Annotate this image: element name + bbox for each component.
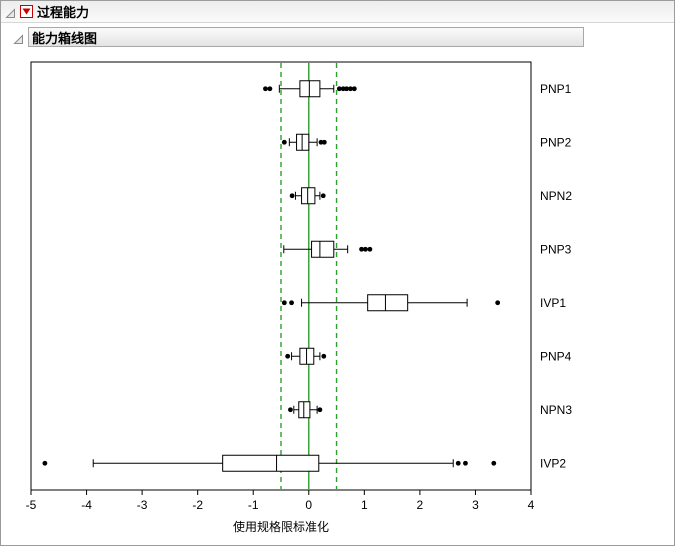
x-axis-title: 使用规格限标准化	[233, 519, 329, 534]
outlier-point[interactable]	[281, 139, 287, 145]
outlier-point[interactable]	[351, 86, 357, 92]
row-label-IVP1: IVP1	[540, 296, 566, 310]
outlier-point[interactable]	[495, 300, 501, 306]
disclosure-triangle-open-icon[interactable]	[13, 32, 24, 44]
outlier-point[interactable]	[289, 193, 295, 199]
x-tick-label: 3	[472, 498, 479, 512]
boxplot-PNP3[interactable]	[283, 240, 373, 258]
row-label-PNP2: PNP2	[540, 135, 572, 149]
outlier-point[interactable]	[340, 86, 346, 92]
outlier-point[interactable]	[367, 246, 373, 252]
x-tick-label: -4	[81, 498, 92, 512]
x-tick-label: -2	[192, 498, 203, 512]
outlier-point[interactable]	[318, 139, 324, 145]
x-tick-label: 0	[305, 498, 312, 512]
boxplot-IVP2[interactable]	[42, 454, 497, 472]
outlier-point[interactable]	[491, 460, 497, 466]
outlier-point[interactable]	[455, 460, 461, 466]
iqr-box[interactable]	[299, 80, 321, 98]
boxplot-svg: PNP1 PNP2 NPN2 PNP3 IVP1 PNP4 NPN3 IVP2 -5 -4 -3 -2…	[26, 61, 572, 534]
outlier-point[interactable]	[336, 86, 342, 92]
x-tick-label: 4	[528, 498, 535, 512]
boxplot-PNP4[interactable]	[285, 347, 327, 365]
row-label-PNP1: PNP1	[540, 82, 572, 96]
row-label-PNP3: PNP3	[540, 242, 572, 256]
x-tick-label: 1	[361, 498, 368, 512]
outlier-point[interactable]	[42, 460, 48, 466]
outlier-point[interactable]	[344, 86, 349, 92]
section-title-process-capability[interactable]: 过程能力	[37, 5, 90, 20]
outlier-point[interactable]	[463, 460, 468, 466]
row-label-NPN3: NPN3	[540, 403, 572, 417]
outline-header-capability-boxplot: 能力箱线图	[1, 26, 674, 48]
disclosure-triangle-open-icon[interactable]	[5, 6, 16, 18]
outline-header-process-capability: 过程能力	[1, 1, 674, 23]
outlier-point[interactable]	[281, 300, 287, 306]
x-tick-label: -3	[137, 498, 148, 512]
outlier-point[interactable]	[263, 86, 268, 92]
row-label-NPN2: NPN2	[540, 189, 572, 203]
boxplot-NPN3[interactable]	[288, 401, 323, 419]
iqr-box[interactable]	[367, 294, 409, 312]
outlier-point[interactable]	[363, 246, 368, 252]
outlier-point[interactable]	[348, 86, 353, 92]
outlier-point[interactable]	[288, 407, 293, 413]
section-title-capability-boxplot: 能力箱线图	[32, 30, 98, 46]
outlier-point[interactable]	[289, 300, 294, 306]
red-triangle-menu-icon[interactable]	[20, 5, 33, 18]
boxplot-IVP1[interactable]	[281, 294, 501, 312]
outlier-point[interactable]	[321, 139, 327, 145]
outlier-point[interactable]	[317, 407, 323, 413]
outlier-point[interactable]	[285, 353, 291, 359]
boxplot-PNP1[interactable]	[263, 80, 357, 98]
x-tick-label: -1	[248, 498, 259, 512]
row-label-IVP2: IVP2	[540, 456, 566, 470]
capability-boxplot-title-bar[interactable]: 能力箱线图	[28, 27, 584, 47]
iqr-box[interactable]	[296, 133, 310, 151]
outlier-point[interactable]	[321, 353, 327, 359]
row-label-PNP4: PNP4	[540, 349, 572, 363]
outlier-point[interactable]	[359, 246, 364, 252]
iqr-box[interactable]	[301, 187, 316, 205]
boxplot-NPN2[interactable]	[289, 187, 326, 205]
outlier-point[interactable]	[267, 86, 273, 92]
x-tick-label: 2	[417, 498, 424, 512]
outlier-point[interactable]	[320, 193, 326, 199]
boxplot-PNP2[interactable]	[281, 133, 327, 151]
iqr-box[interactable]	[311, 240, 335, 258]
iqr-box[interactable]	[222, 454, 320, 472]
capability-boxplot-chart: PNP1 PNP2 NPN2 PNP3 IVP1 PNP4 NPN3 IVP2 -5 -4 -3 -2…	[1, 52, 674, 551]
iqr-box[interactable]	[298, 401, 311, 419]
x-tick-label: -5	[26, 498, 37, 512]
